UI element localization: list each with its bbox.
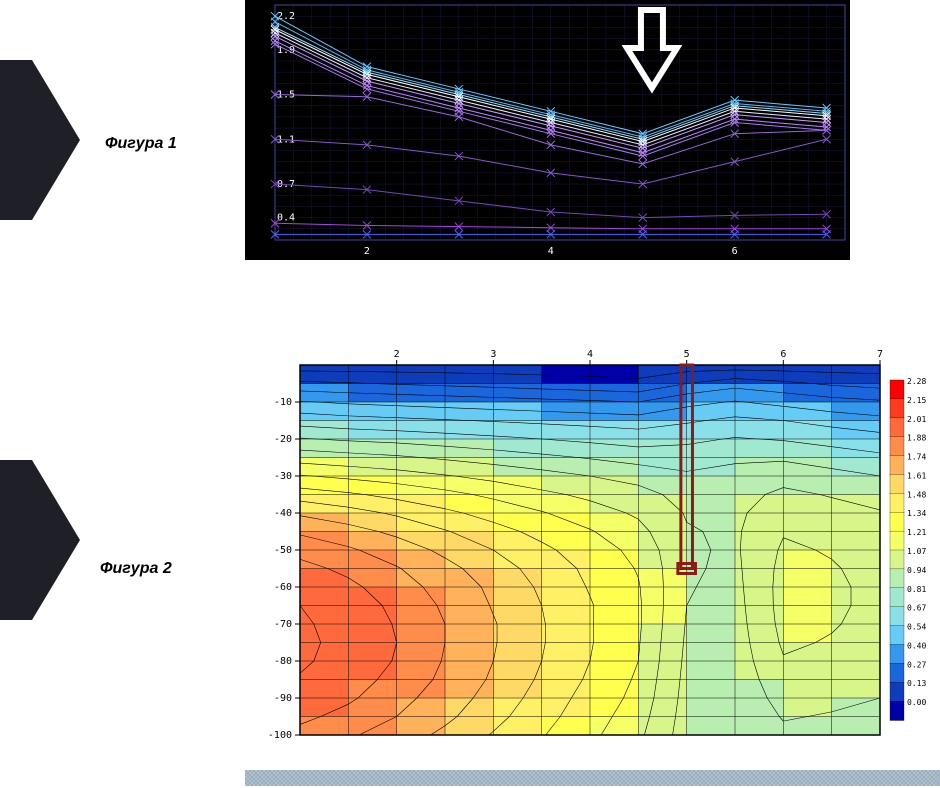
svg-text:0.27: 0.27 xyxy=(907,660,926,669)
svg-text:0.94: 0.94 xyxy=(907,566,926,575)
svg-text:1.21: 1.21 xyxy=(907,528,926,537)
svg-text:2.01: 2.01 xyxy=(907,415,926,424)
svg-text:1.61: 1.61 xyxy=(907,471,926,480)
figure1-label: Фигура 1 xyxy=(105,135,177,153)
svg-text:1.07: 1.07 xyxy=(907,547,926,556)
svg-text:-70: -70 xyxy=(274,619,292,630)
svg-text:0.00: 0.00 xyxy=(907,698,926,707)
svg-text:-30: -30 xyxy=(274,471,292,482)
svg-text:4: 4 xyxy=(587,349,593,360)
chart1-container: 2460.40.71.11.51.92.2 xyxy=(245,0,850,260)
svg-text:-20: -20 xyxy=(274,434,292,445)
svg-text:7: 7 xyxy=(877,349,883,360)
svg-text:2: 2 xyxy=(394,349,400,360)
svg-text:4: 4 xyxy=(548,246,554,257)
svg-text:-90: -90 xyxy=(274,693,292,704)
figure1-arrow-tag xyxy=(0,60,80,220)
svg-text:6: 6 xyxy=(780,349,786,360)
figure2-label: Фигура 2 xyxy=(100,560,172,578)
svg-text:0.13: 0.13 xyxy=(907,679,926,688)
svg-text:1.48: 1.48 xyxy=(907,490,926,499)
svg-text:-10: -10 xyxy=(274,397,292,408)
chart1-line-plot: 2460.40.71.11.51.92.2 xyxy=(245,0,850,260)
chart2-container: 2 3 4 5 6 7 -10 -20 -30 -40 -50 -60 -70 -80 -90 -100 2.2… xyxy=(245,345,940,745)
chart2-contour-heatmap: 2 3 4 5 6 7 -10 -20 -30 -40 -50 -60 -70 -80 -90 -100 2.2… xyxy=(245,345,940,745)
svg-text:0.4: 0.4 xyxy=(277,213,295,224)
svg-text:1.88: 1.88 xyxy=(907,434,926,443)
svg-text:-60: -60 xyxy=(274,582,292,593)
svg-text:2.28: 2.28 xyxy=(907,377,926,386)
svg-text:-80: -80 xyxy=(274,656,292,667)
svg-text:1.74: 1.74 xyxy=(907,453,926,462)
svg-text:0.54: 0.54 xyxy=(907,623,926,632)
svg-text:0.40: 0.40 xyxy=(907,641,926,650)
figure2-arrow-tag xyxy=(0,460,80,620)
svg-text:2.15: 2.15 xyxy=(907,396,926,405)
noise-strip xyxy=(245,770,940,786)
svg-text:5: 5 xyxy=(684,349,690,360)
svg-text:2: 2 xyxy=(364,246,370,257)
svg-text:2.2: 2.2 xyxy=(277,11,295,22)
svg-text:0.81: 0.81 xyxy=(907,585,926,594)
svg-text:0.67: 0.67 xyxy=(907,604,926,613)
svg-text:1.34: 1.34 xyxy=(907,509,926,518)
svg-text:-50: -50 xyxy=(274,545,292,556)
svg-text:6: 6 xyxy=(732,246,738,257)
svg-text:-40: -40 xyxy=(274,508,292,519)
svg-text:3: 3 xyxy=(490,349,496,360)
svg-text:-100: -100 xyxy=(268,730,292,741)
